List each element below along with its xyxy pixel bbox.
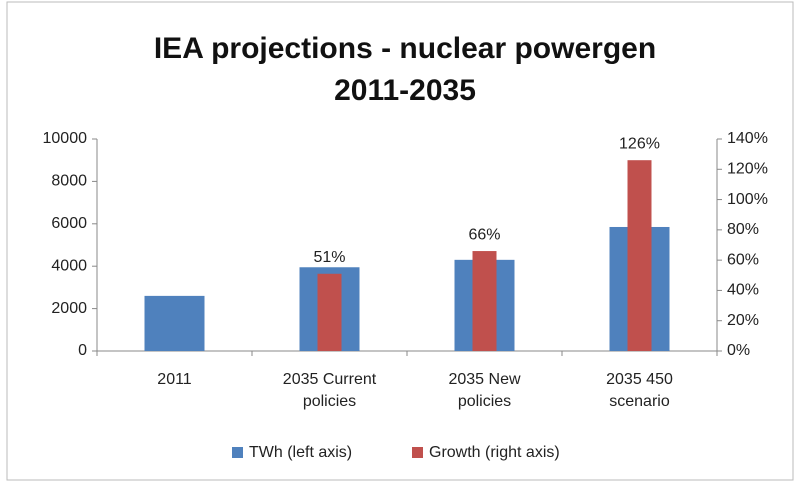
y2-tick-label: 20% bbox=[727, 312, 759, 329]
legend-label: TWh (left axis) bbox=[249, 444, 352, 461]
chart-title: IEA projections - nuclear powergen 2011-… bbox=[153, 32, 657, 107]
legend-swatch bbox=[412, 447, 423, 458]
chart-border bbox=[6, 1, 794, 481]
y2-tick-label: 40% bbox=[727, 282, 759, 299]
bar bbox=[627, 160, 652, 351]
y2-tick-label: 140% bbox=[727, 130, 768, 147]
data-label: 126% bbox=[619, 135, 660, 152]
y2-tick-label: 0% bbox=[727, 342, 750, 359]
y2-tick-label: 100% bbox=[727, 191, 768, 208]
y-tick-label: 4000 bbox=[51, 257, 87, 274]
x-tick-label: 2035 Current policies bbox=[282, 371, 377, 410]
bar bbox=[472, 251, 497, 351]
y-tick-label: 2000 bbox=[51, 300, 87, 317]
bar bbox=[317, 273, 342, 351]
legend-swatch bbox=[232, 447, 243, 458]
y2-tick-label: 120% bbox=[727, 161, 768, 178]
x-tick-label: 2011 bbox=[157, 371, 192, 388]
bar bbox=[144, 295, 205, 351]
y-tick-label: 6000 bbox=[51, 215, 87, 232]
data-label: 66% bbox=[468, 226, 500, 243]
data-label: 51% bbox=[313, 249, 345, 266]
legend-label: Growth (right axis) bbox=[429, 444, 560, 461]
x-tick-label: 2035 New policies bbox=[448, 371, 521, 410]
y2-tick-label: 60% bbox=[727, 251, 759, 268]
y-tick-label: 10000 bbox=[43, 130, 88, 147]
y-tick-label: 0 bbox=[78, 342, 87, 359]
x-tick-label: 2035 450 scenario bbox=[606, 371, 673, 410]
y-tick-label: 8000 bbox=[51, 173, 87, 190]
y2-tick-label: 80% bbox=[727, 221, 759, 238]
